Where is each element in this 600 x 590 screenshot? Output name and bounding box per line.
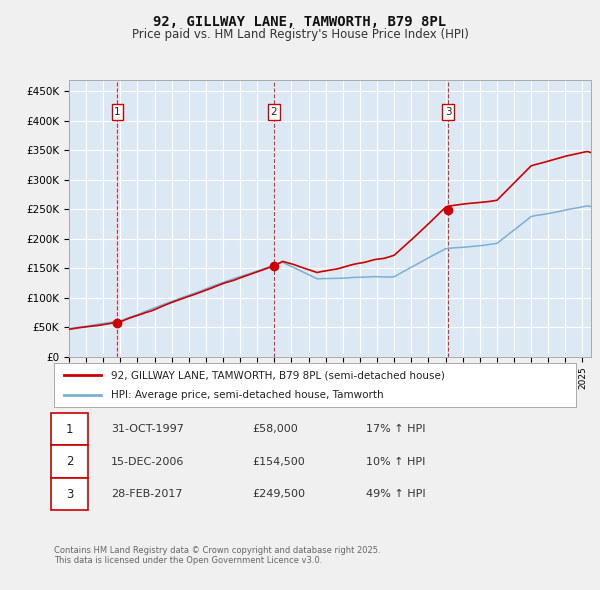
Text: 28-FEB-2017: 28-FEB-2017 <box>111 489 182 499</box>
Text: 92, GILLWAY LANE, TAMWORTH, B79 8PL (semi-detached house): 92, GILLWAY LANE, TAMWORTH, B79 8PL (sem… <box>112 371 445 380</box>
Text: £58,000: £58,000 <box>252 424 298 434</box>
Text: 1: 1 <box>114 107 121 117</box>
Text: 31-OCT-1997: 31-OCT-1997 <box>111 424 184 434</box>
Text: Contains HM Land Registry data © Crown copyright and database right 2025.
This d: Contains HM Land Registry data © Crown c… <box>54 546 380 565</box>
Text: 1: 1 <box>66 422 73 436</box>
Text: £249,500: £249,500 <box>252 489 305 499</box>
Text: £154,500: £154,500 <box>252 457 305 467</box>
Text: 3: 3 <box>445 107 452 117</box>
Text: 15-DEC-2006: 15-DEC-2006 <box>111 457 184 467</box>
Text: Price paid vs. HM Land Registry's House Price Index (HPI): Price paid vs. HM Land Registry's House … <box>131 28 469 41</box>
Text: HPI: Average price, semi-detached house, Tamworth: HPI: Average price, semi-detached house,… <box>112 390 384 399</box>
Text: 92, GILLWAY LANE, TAMWORTH, B79 8PL: 92, GILLWAY LANE, TAMWORTH, B79 8PL <box>154 15 446 29</box>
Text: 17% ↑ HPI: 17% ↑ HPI <box>366 424 425 434</box>
Text: 10% ↑ HPI: 10% ↑ HPI <box>366 457 425 467</box>
Text: 49% ↑ HPI: 49% ↑ HPI <box>366 489 425 499</box>
Text: 2: 2 <box>66 455 73 468</box>
Text: 3: 3 <box>66 487 73 501</box>
Text: 2: 2 <box>271 107 277 117</box>
